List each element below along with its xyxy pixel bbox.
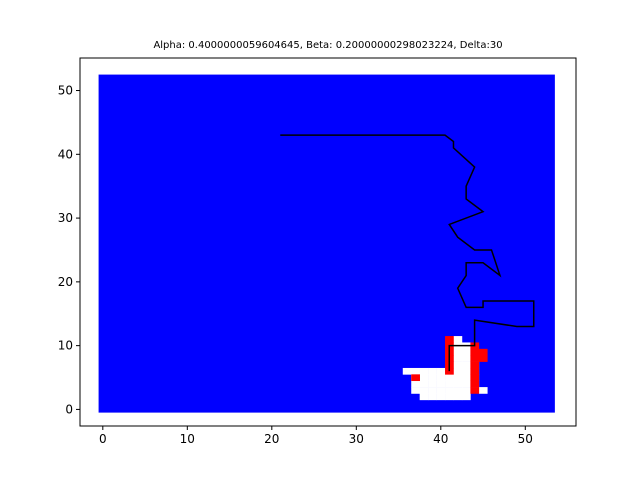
free-cell xyxy=(461,361,471,369)
y-tick-label: 50 xyxy=(58,84,73,98)
free-cell xyxy=(461,387,471,394)
free-cell xyxy=(436,374,446,382)
free-cell xyxy=(436,387,446,394)
marked-cell xyxy=(470,361,480,369)
free-cell xyxy=(453,355,463,362)
y-tick-label: 10 xyxy=(58,339,73,353)
x-tick-label: 30 xyxy=(349,432,364,446)
plot-layer xyxy=(98,74,555,413)
y-tick-label: 20 xyxy=(58,275,73,289)
free-cell xyxy=(428,374,437,382)
free-cell xyxy=(461,348,471,356)
grid-area xyxy=(98,74,555,413)
free-cell xyxy=(419,387,429,394)
marked-cell xyxy=(470,355,480,362)
free-cell xyxy=(428,367,437,375)
path-line xyxy=(280,134,535,372)
y-tick-label: 30 xyxy=(58,211,73,225)
free-cell xyxy=(419,367,429,375)
free-cell xyxy=(445,380,454,388)
axes-border xyxy=(79,57,577,427)
marked-cell xyxy=(470,348,480,356)
free-cell xyxy=(436,367,446,375)
x-tick-label: 0 xyxy=(99,432,107,446)
free-cell xyxy=(453,348,463,356)
free-cell xyxy=(411,367,420,375)
free-cell xyxy=(453,393,463,401)
y-axis: 0 10 20 30 40 50 xyxy=(58,84,80,416)
free-cell xyxy=(478,387,488,394)
x-tick-label: 20 xyxy=(264,432,279,446)
marked-cell xyxy=(411,374,420,382)
free-cell xyxy=(461,393,471,401)
free-cell xyxy=(461,355,471,362)
free-cell xyxy=(436,393,446,401)
free-cell xyxy=(453,367,463,375)
marked-cell xyxy=(470,387,480,394)
free-cell xyxy=(428,380,437,388)
free-cell xyxy=(453,336,463,343)
free-cell xyxy=(419,380,429,388)
free-cell xyxy=(428,393,437,401)
free-cell xyxy=(445,374,454,382)
marked-cell xyxy=(445,367,454,375)
marked-cell xyxy=(445,336,454,343)
y-tick-label: 0 xyxy=(65,402,73,416)
free-cell xyxy=(453,361,463,369)
y-tick-label: 40 xyxy=(58,147,73,161)
marked-cell xyxy=(470,380,480,388)
x-tick-label: 50 xyxy=(518,432,533,446)
x-tick-label: 40 xyxy=(433,432,448,446)
free-cell xyxy=(445,387,454,394)
chart-title: Alpha: 0.4000000059604645, Beta: 0.20000… xyxy=(153,40,502,51)
free-cell xyxy=(461,367,471,375)
free-cell xyxy=(453,380,463,388)
free-cell xyxy=(436,380,446,388)
x-axis: 0 10 20 30 40 50 xyxy=(99,426,533,446)
free-cell xyxy=(411,380,420,388)
marked-cell xyxy=(470,367,480,375)
free-cell xyxy=(411,387,420,394)
free-cell xyxy=(419,374,429,382)
free-cell xyxy=(461,374,471,382)
marked-cell xyxy=(478,348,488,356)
free-cell xyxy=(461,380,471,388)
free-cell xyxy=(445,393,454,401)
free-cell xyxy=(402,367,412,375)
free-cell xyxy=(419,393,429,401)
free-cell xyxy=(428,387,437,394)
free-cell xyxy=(453,387,463,394)
marked-cell xyxy=(478,355,488,362)
marked-cell xyxy=(470,374,480,382)
free-cell xyxy=(453,374,463,382)
x-tick-label: 10 xyxy=(180,432,195,446)
axes-frame xyxy=(79,57,577,427)
